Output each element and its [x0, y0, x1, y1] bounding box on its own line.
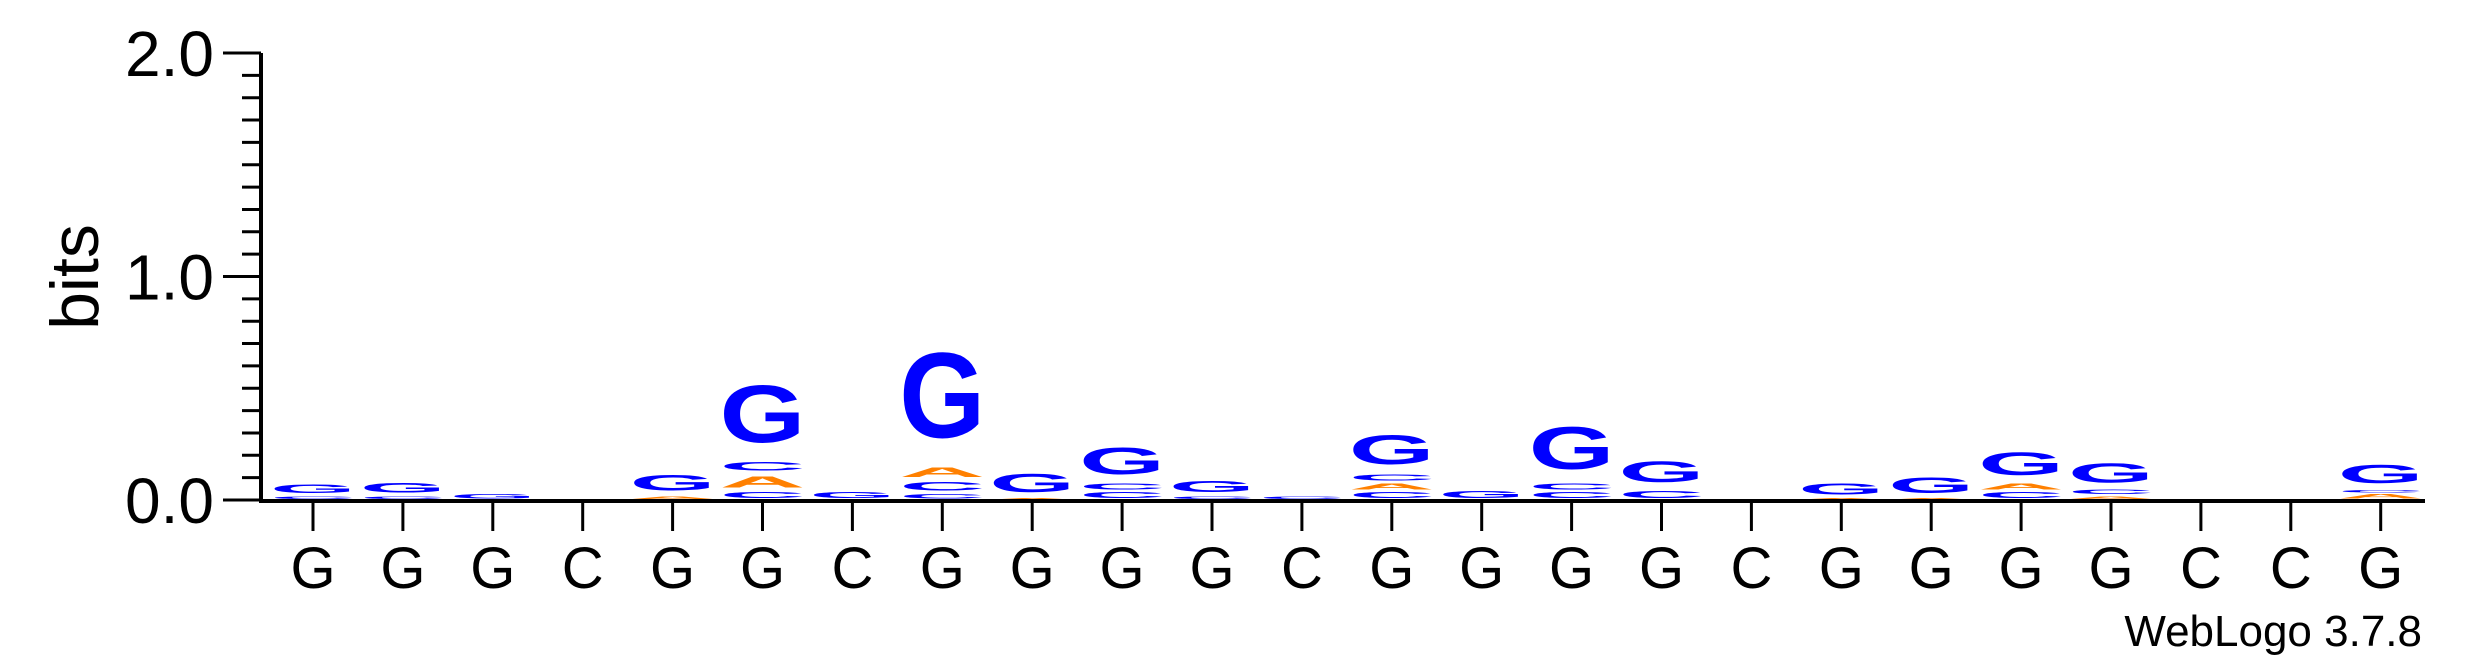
x-tick-label: G — [650, 536, 695, 601]
logo-letter-G: G — [630, 471, 716, 496]
logo-letter-G: G — [1978, 446, 2064, 482]
x-tick-label: G — [2358, 536, 2403, 601]
logo-letter-C: C — [1079, 482, 1165, 491]
logo-letter-G: G — [2068, 458, 2154, 489]
logo-letter-A: A — [1798, 498, 1884, 500]
axes — [259, 53, 2425, 503]
x-tick-label: G — [1459, 536, 1504, 601]
logo-letter-C: C — [1169, 496, 1255, 500]
logo-letter-A: A — [899, 464, 985, 480]
x-tick-label: G — [740, 536, 785, 601]
logo-letter-C: C — [899, 480, 985, 493]
x-tick-label: G — [2088, 536, 2133, 601]
logo-letter-A: A — [720, 473, 806, 491]
logo-letter-G: G — [360, 480, 446, 496]
x-tick-label: G — [470, 536, 515, 601]
logo-letter-G: G — [1079, 439, 1165, 482]
logo-letter-G: G — [1888, 473, 1974, 498]
logo-letter-C: C — [1978, 491, 2064, 500]
x-tick-label: C — [1730, 536, 1772, 601]
logo-letter-G: G — [270, 482, 356, 495]
logo-letter-G: G — [1349, 426, 1435, 473]
y-axis-label: bits — [37, 224, 113, 330]
logo-letter-C: C — [2068, 489, 2154, 496]
logo-letter-A: A — [1888, 498, 1974, 500]
logo-letter-G: G — [720, 368, 806, 460]
logo-letter-G: G — [1798, 480, 1884, 498]
x-tick-label: G — [1819, 536, 1864, 601]
logo-letter-C: C — [270, 496, 356, 500]
x-tick-label: C — [2270, 536, 2312, 601]
logo-letter-G: G — [809, 491, 895, 500]
logo-letter-A: A — [2338, 493, 2424, 500]
logo-letter-A: A — [989, 498, 1075, 500]
x-tick-label: G — [920, 536, 965, 601]
logo-letter-C: C — [360, 496, 446, 500]
x-tick-label: C — [831, 536, 873, 601]
logo-letter-A: A — [1978, 482, 2064, 491]
x-tick-label: G — [1010, 536, 1055, 601]
logo-letter-C: C — [1529, 491, 1615, 500]
y-tick-label: 2.0 — [125, 18, 214, 90]
logo-letter-C: C — [720, 460, 806, 473]
logo-letter-G: G — [989, 469, 1075, 498]
logo-letter-A: A — [630, 496, 716, 500]
logo-letter-C: C — [1259, 496, 1345, 500]
logo-letter-G: G — [1529, 415, 1615, 482]
y-tick-label: 1.0 — [125, 242, 214, 314]
logo-letter-G: G — [2338, 460, 2424, 489]
x-tick-label: G — [1639, 536, 1684, 601]
x-tick-label: C — [2180, 536, 2222, 601]
logo-letter-G: G — [899, 328, 985, 464]
x-tick-label: C — [1281, 536, 1323, 601]
logo-letter-A: A — [1349, 482, 1435, 491]
logo-letter-G: G — [1619, 456, 1705, 489]
weblogo-credit: WebLogo 3.7.8 — [2124, 607, 2422, 656]
logo-letter-C: C — [1349, 491, 1435, 500]
logo-letter-C: C — [2338, 489, 2424, 493]
logo-letter-C: C — [1079, 491, 1165, 500]
x-tick-label: G — [1999, 536, 2044, 601]
logo-letter-G: G — [1169, 478, 1255, 496]
logo-letter-C: C — [1619, 489, 1705, 500]
x-tick-label: G — [1189, 536, 1234, 601]
logo-letter-G: G — [1439, 489, 1525, 500]
y-ticks: 0.0 1.0 2.0 — [125, 18, 261, 537]
x-tick-label: G — [380, 536, 425, 601]
x-tick-label: C — [562, 536, 604, 601]
x-tick-label: G — [1100, 536, 1145, 601]
logo-letter-A: A — [2068, 496, 2154, 500]
x-tick-label: G — [1909, 536, 1954, 601]
y-tick-label: 0.0 — [125, 465, 214, 537]
x-tick-label: G — [1549, 536, 1594, 601]
logo-letter-G: G — [450, 493, 536, 500]
logo-letter-C: C — [720, 491, 806, 500]
logo-letter-C: C — [899, 493, 985, 500]
x-tick-label: G — [290, 536, 335, 601]
logo-letter-C: C — [1349, 473, 1435, 482]
x-tick-label: G — [1369, 536, 1414, 601]
logo-letter-C: C — [1529, 482, 1615, 491]
